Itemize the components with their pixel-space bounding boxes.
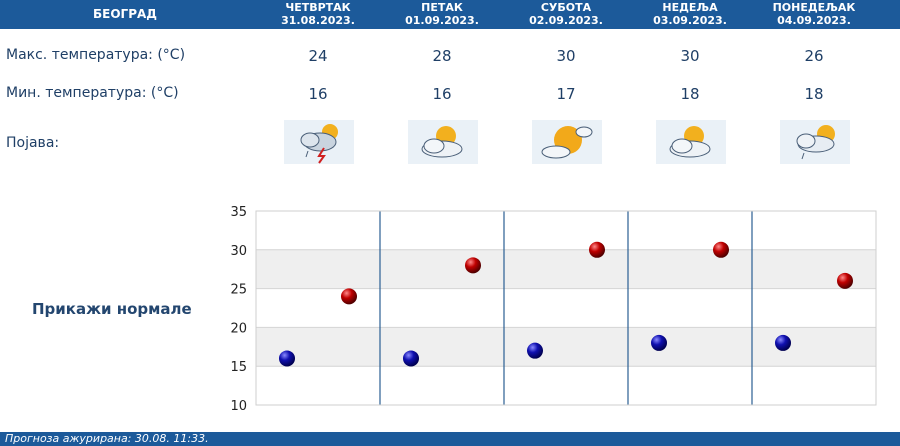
day-date: 03.09.2023. bbox=[653, 14, 727, 27]
max-temp-point bbox=[713, 241, 729, 258]
max-temp-value: 24 bbox=[308, 47, 328, 65]
min-temp-value: 17 bbox=[556, 85, 576, 103]
y-tick-label: 15 bbox=[230, 360, 247, 375]
max-temp-point bbox=[465, 257, 481, 274]
phenomenon-label: Појава: bbox=[6, 135, 60, 151]
min-temp-value: 16 bbox=[308, 85, 328, 103]
max-temp-point bbox=[837, 272, 853, 289]
min-temp-point bbox=[527, 342, 543, 359]
max-temp-value: 30 bbox=[680, 47, 700, 65]
day-header-1: ЧЕТВРТАК 31.08.2023. bbox=[256, 0, 380, 30]
max-temp-point bbox=[589, 241, 605, 258]
y-tick-label: 30 bbox=[230, 244, 247, 259]
day-name: ПОНЕДЕЉАК bbox=[772, 1, 856, 14]
day-header-5: ПОНЕДЕЉАК 04.09.2023. bbox=[752, 0, 876, 30]
max-temp-value: 30 bbox=[556, 47, 576, 65]
min-temp-point bbox=[651, 334, 667, 351]
footer-bar: Прогноза ажурирана: 30.08. 11:33. bbox=[0, 432, 900, 446]
min-temp-point bbox=[403, 350, 419, 367]
cloud-sun-thunder-icon bbox=[284, 120, 354, 164]
day-header-3: СУБОТА 02.09.2023. bbox=[504, 0, 628, 30]
y-tick-label: 35 bbox=[230, 205, 247, 220]
grid-band bbox=[256, 249, 876, 289]
plot-border bbox=[255, 210, 877, 406]
cloud-sun-rain-icon bbox=[780, 120, 850, 164]
min-temp-value: 16 bbox=[432, 85, 452, 103]
day-header-4: НЕДЕЉА 03.09.2023. bbox=[628, 0, 752, 30]
partly-cloudy-icon bbox=[656, 120, 726, 164]
grid-band bbox=[256, 366, 876, 405]
day-date: 31.08.2023. bbox=[281, 14, 355, 27]
min-temp-value: 18 bbox=[804, 85, 824, 103]
y-tick-label: 25 bbox=[230, 283, 247, 298]
day-name: ПЕТАК bbox=[421, 1, 463, 14]
forecast-header: БЕОГРАД ЧЕТВРТАК 31.08.2023. ПЕТАК 01.09… bbox=[0, 0, 900, 29]
day-date: 02.09.2023. bbox=[529, 14, 603, 27]
max-temp-point bbox=[341, 288, 357, 305]
min-temp-value: 18 bbox=[680, 85, 700, 103]
sunny-cloud-icon bbox=[532, 120, 602, 164]
max-temp-label: Макс. температура: (°C) bbox=[6, 47, 186, 63]
y-tick-label: 20 bbox=[230, 321, 247, 336]
day-name: ЧЕТВРТАК bbox=[285, 1, 351, 14]
show-normals-link[interactable]: Прикажи нормале bbox=[32, 300, 192, 318]
grid-band bbox=[256, 211, 876, 250]
max-temp-value: 26 bbox=[804, 47, 824, 65]
day-date: 01.09.2023. bbox=[405, 14, 479, 27]
day-date: 04.09.2023. bbox=[777, 14, 851, 27]
day-name: СУБОТА bbox=[540, 1, 592, 14]
day-header-2: ПЕТАК 01.09.2023. bbox=[380, 0, 504, 30]
city-title: БЕОГРАД bbox=[93, 7, 157, 21]
grid-band bbox=[256, 327, 876, 367]
min-temp-point bbox=[775, 334, 791, 351]
max-temp-value: 28 bbox=[432, 47, 452, 65]
day-name: НЕДЕЉА bbox=[662, 1, 718, 14]
min-temp-label: Мин. температура: (°C) bbox=[6, 85, 179, 101]
min-temp-point bbox=[279, 350, 295, 367]
update-info: Прогноза ажурирана: 30.08. 11:33. bbox=[5, 432, 209, 445]
partly-cloudy-icon bbox=[408, 120, 478, 164]
y-tick-label: 10 bbox=[230, 399, 247, 414]
grid-band bbox=[256, 288, 876, 328]
